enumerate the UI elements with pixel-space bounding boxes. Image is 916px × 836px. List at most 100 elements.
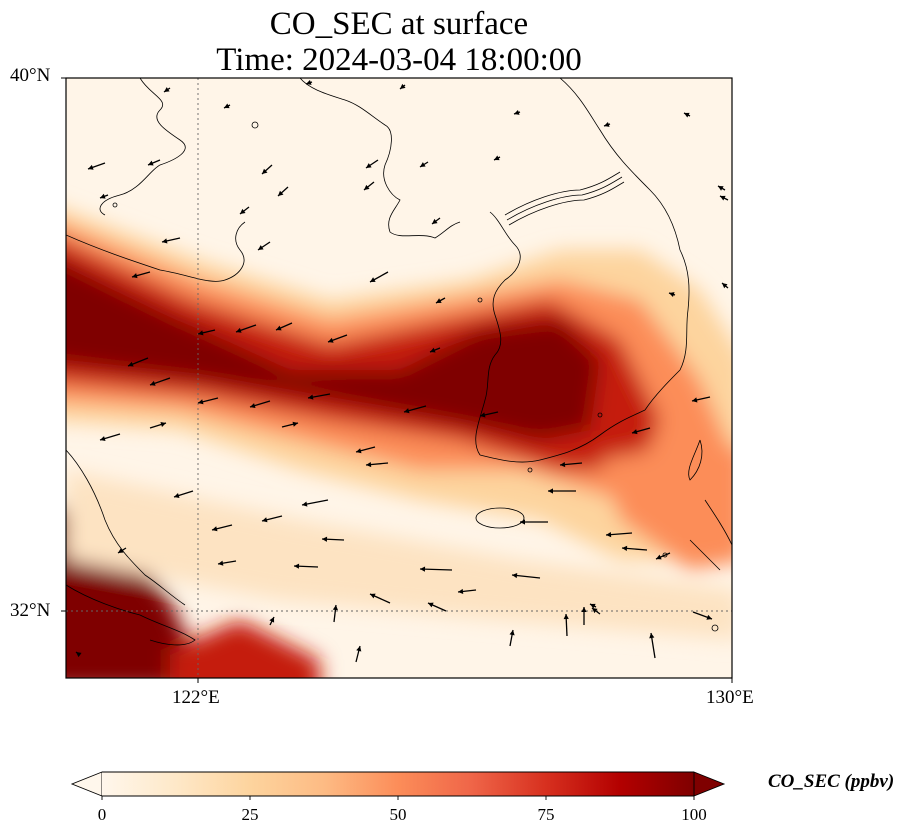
concentration-field — [66, 78, 732, 678]
wind-vector-head — [400, 83, 406, 89]
colorbar-tick-label: 75 — [537, 805, 555, 824]
wind-vector-head — [236, 327, 242, 333]
wind-vector-head — [509, 630, 515, 636]
colorbar-extend-min — [70, 771, 103, 797]
wind-vector-head — [174, 493, 180, 498]
wind-vector-head — [148, 160, 154, 166]
wind-vector-head — [420, 566, 426, 572]
colorbar-tick-label: 0 — [97, 805, 107, 824]
coastlines — [66, 78, 732, 646]
wind-vector-head — [262, 168, 268, 174]
wind-vector-head — [494, 155, 500, 161]
wind-vector-head — [606, 532, 612, 538]
wind-vector-head — [150, 380, 156, 386]
wind-vector-head — [198, 399, 204, 405]
wind-vector-head — [160, 422, 166, 427]
wind-vector-head — [480, 412, 486, 418]
wind-vector-head — [100, 436, 106, 442]
wind-vector-head — [428, 602, 434, 608]
map-frame — [65, 77, 733, 679]
wind-vector-head — [328, 337, 334, 343]
wind-vector-head — [212, 526, 218, 532]
wind-vector-head — [590, 603, 596, 609]
wind-vector-head — [512, 572, 518, 579]
wind-vector-head — [356, 448, 362, 454]
wind-vector-head — [560, 461, 566, 468]
wind-vector-shaft — [66, 138, 67, 139]
wind-vector-head — [430, 347, 436, 353]
wind-vector-head — [364, 184, 370, 190]
wind-vector-head — [269, 617, 275, 623]
y-tick-label-32N: 32°N — [10, 600, 51, 621]
wind-vector-head — [436, 298, 442, 303]
wind-vector-head — [548, 488, 553, 494]
wind-vector-head — [322, 536, 328, 542]
wind-vector-head — [306, 79, 312, 85]
map-title-line1: CO_SEC at surface — [269, 6, 529, 42]
wind-vector-head — [718, 186, 724, 191]
wind-vector-head — [218, 560, 224, 566]
wind-vector-head — [366, 163, 372, 168]
wind-vectors — [61, 79, 729, 663]
wind-vector-head — [250, 403, 256, 409]
colorbar-gradient — [102, 772, 694, 796]
colorbar-extend-max — [693, 771, 726, 797]
wind-vector-head — [581, 607, 587, 612]
wind-vector-head — [276, 325, 282, 331]
wind-vector-head — [61, 136, 66, 141]
wind-vector-head — [514, 109, 520, 115]
wind-vector-head — [302, 501, 308, 507]
wind-vector-head — [604, 121, 610, 127]
wind-vector-head — [370, 593, 376, 599]
wind-vector-head — [684, 112, 690, 118]
wind-vector-head — [308, 394, 314, 400]
x-tick-label-122E: 122°E — [172, 687, 220, 708]
wind-vector-head — [292, 421, 298, 427]
wind-vector-head — [370, 277, 376, 282]
wind-vector-head — [118, 548, 124, 553]
colorbar-tick-label: 100 — [681, 805, 707, 824]
wind-vector-head — [458, 588, 464, 595]
wind-vector-head — [366, 461, 372, 468]
wind-vector-head — [198, 330, 204, 336]
wind-vector-head — [76, 652, 82, 658]
map-title-line2: Time: 2024-03-04 18:00:00 — [216, 42, 582, 78]
wind-vector-head — [592, 608, 598, 614]
wind-vector-head — [520, 519, 525, 525]
wind-vector-head — [432, 218, 438, 224]
colorbar-tick-label: 50 — [389, 805, 407, 824]
wind-vector-head — [258, 245, 264, 250]
wind-vector-head — [692, 397, 698, 403]
colorbar — [70, 771, 726, 800]
wind-vector-head — [162, 238, 168, 244]
wind-vector-head — [632, 429, 638, 435]
wind-vector-head — [88, 164, 94, 170]
x-tick-label-130E: 130°E — [706, 687, 754, 708]
wind-vector-head — [278, 190, 284, 196]
wind-vector-head — [669, 292, 675, 298]
wind-vector-head — [132, 273, 138, 279]
y-tick-label-40N: 40°N — [10, 65, 51, 86]
wind-vector-head — [720, 195, 726, 201]
wind-vector-head — [722, 283, 728, 289]
colorbar-label: CO_SEC (ppbv) — [768, 771, 895, 792]
wind-vector-head — [332, 605, 338, 611]
wind-vector-head — [420, 162, 426, 167]
wind-vector-head — [128, 361, 134, 367]
wind-vector-head — [262, 517, 268, 523]
wind-vector-head — [164, 87, 170, 92]
wind-vector-head — [706, 614, 712, 620]
wind-vector-head — [649, 633, 655, 639]
wind-vector-head — [100, 193, 106, 199]
wind-vector-head — [294, 563, 300, 569]
wind-vector-head — [622, 545, 628, 551]
wind-vector-head — [563, 614, 569, 620]
wind-vector-shaft — [419, 568, 453, 571]
colorbar-tick-label: 25 — [241, 805, 259, 824]
wind-vector-head — [656, 554, 662, 560]
wind-vector-head — [224, 103, 230, 109]
gridlines — [66, 78, 732, 678]
wind-vector-head — [404, 408, 410, 414]
wind-vector-head — [240, 208, 246, 214]
